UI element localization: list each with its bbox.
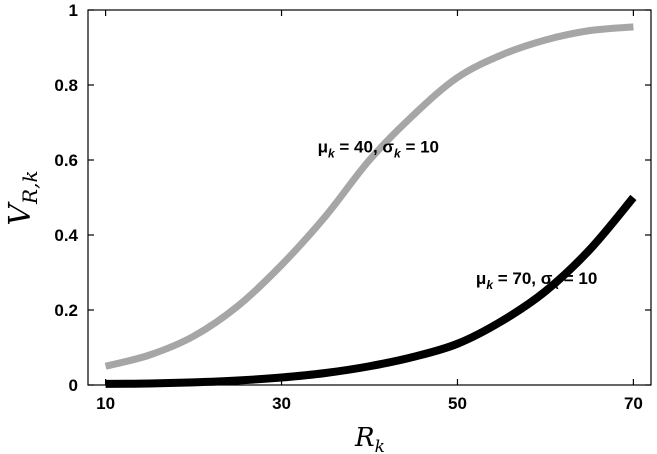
annotation-text: μ	[318, 138, 328, 157]
y-tick-label: 1	[69, 1, 78, 20]
annotation-text: = 10	[401, 138, 439, 157]
annotation-subscript: k	[394, 147, 402, 161]
annotation-subscript: k	[552, 278, 560, 292]
series-lines	[104, 23, 637, 388]
series-line-2	[105, 194, 637, 388]
y-tick-label: 0.4	[54, 226, 78, 245]
series-line-1	[104, 23, 634, 370]
x-axis-label-main: R	[354, 423, 375, 453]
annotation-subscript: k	[328, 147, 336, 161]
annotation-subscript: k	[486, 278, 494, 292]
tick-marks	[88, 9, 651, 386]
plot-frame	[87, 9, 652, 386]
tick-labels: 10 30 50 70 0 0.2 0.4 0.6 0.8 1	[54, 1, 643, 413]
x-tick-label: 70	[624, 394, 643, 413]
series-annotation-2: μk = 70, σk = 10	[476, 269, 597, 292]
y-tick-label: 0.2	[54, 301, 78, 320]
y-tick-label: 0.8	[54, 76, 78, 95]
x-axis-label-sub: k	[375, 437, 385, 454]
annotation-text: μ	[476, 269, 486, 288]
x-tick-label: 50	[448, 394, 467, 413]
x-axis-label: Rk	[354, 423, 385, 454]
y-axis-label-sub: R,k	[18, 170, 42, 205]
series-annotation-1: μk = 40, σk = 10	[318, 138, 439, 161]
y-axis-label: VR,k	[3, 170, 42, 225]
y-axis-label-main: V	[3, 201, 38, 226]
y-tick-label: 0.6	[54, 151, 78, 170]
annotation-text: = 70, σ	[493, 269, 553, 288]
annotation-text: = 40, σ	[335, 138, 395, 157]
x-tick-label: 10	[96, 394, 115, 413]
annotation-text: = 10	[559, 269, 597, 288]
x-tick-label: 30	[272, 394, 291, 413]
y-tick-label: 0	[69, 376, 78, 395]
